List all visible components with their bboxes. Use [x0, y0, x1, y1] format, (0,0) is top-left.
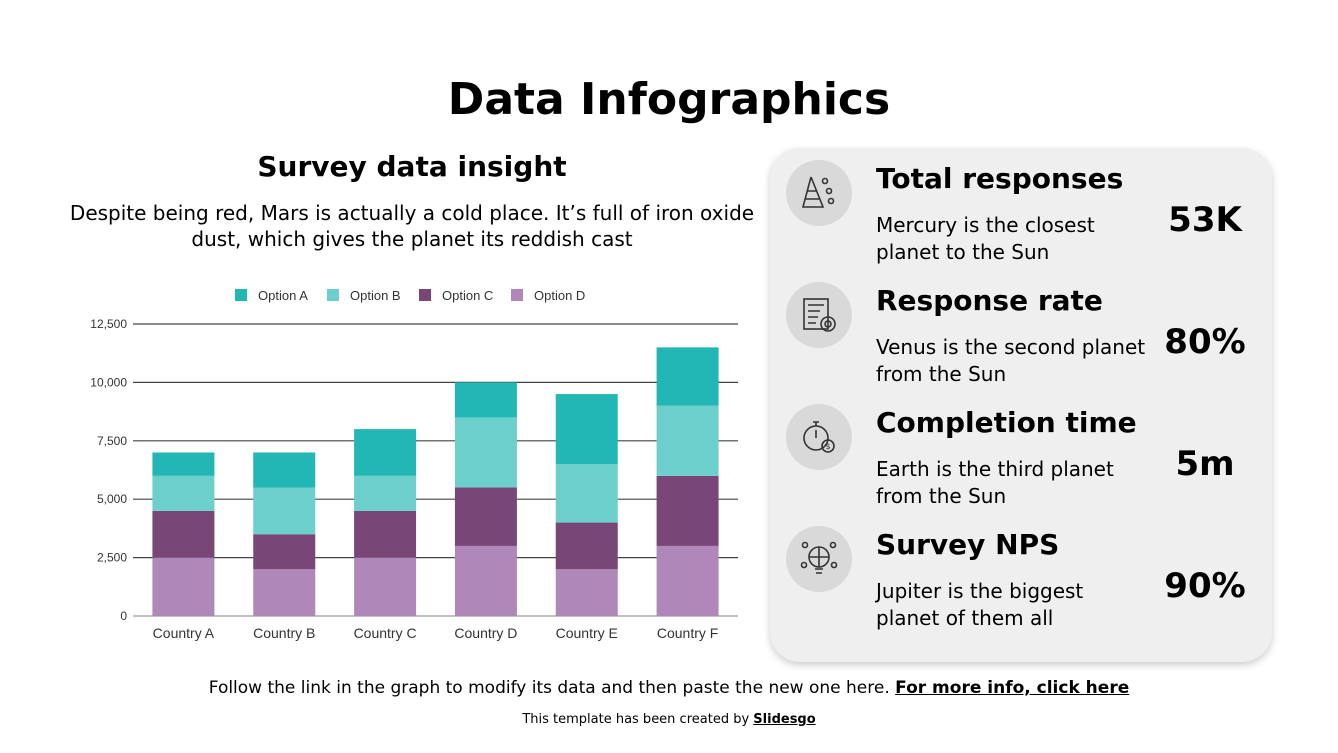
x-tick-label: Country C	[354, 625, 417, 641]
x-tick-label: Country E	[556, 625, 618, 641]
y-tick-label: 7,500	[97, 434, 127, 448]
x-tick-label: Country D	[454, 625, 517, 641]
bar-segment	[555, 394, 618, 465]
stat-completion-time: $ Completion time Earth is the third pla…	[770, 392, 1272, 514]
y-tick-label: 12,500	[90, 317, 127, 331]
bar-segment	[152, 452, 215, 476]
stat-description: Mercury is the closest planet to the Sun	[876, 213, 1095, 264]
bar-segment	[454, 382, 517, 418]
bar-segment	[656, 545, 719, 616]
x-tick-label: Country B	[253, 625, 315, 641]
stat-heading: Total responses	[876, 162, 1124, 195]
bar-segment	[454, 487, 517, 546]
bar-segment	[253, 487, 316, 535]
stat-value: 80%	[1164, 322, 1246, 362]
bar-segment	[354, 557, 417, 616]
y-tick-label: 5,000	[97, 492, 127, 506]
bar-segment	[354, 429, 417, 476]
bar-segment	[253, 569, 316, 616]
y-tick-label: 10,000	[90, 375, 127, 389]
bar-segment	[555, 464, 618, 523]
stat-description: Jupiter is the biggest planet of them al…	[876, 579, 1084, 630]
pyramid-users-icon	[786, 160, 852, 226]
y-tick-label: 0	[120, 609, 127, 623]
legend-label: Option A	[258, 288, 308, 303]
page-title: Data Infographics	[447, 74, 891, 125]
stat-heading: Completion time	[876, 406, 1137, 439]
x-tick-label: Country A	[153, 625, 215, 641]
credit: This template has been created by Slides…	[0, 712, 1338, 727]
bar-segment	[656, 405, 719, 476]
stopwatch-gear-icon: $	[786, 404, 852, 470]
stat-value: 90%	[1164, 566, 1246, 606]
bar-segment	[555, 569, 618, 616]
footer-text: Follow the link in the graph to modify i…	[208, 678, 896, 698]
bar-segment	[656, 347, 719, 406]
stat-survey-nps: Survey NPS Jupiter is the biggest planet…	[770, 514, 1272, 636]
bar-segment	[656, 475, 719, 546]
description: Despite being red, Mars is actually a co…	[69, 201, 755, 251]
svg-text:$: $	[826, 442, 831, 451]
lightbulb-network-icon	[786, 526, 852, 592]
stat-value: 53K	[1168, 200, 1242, 240]
stats-panel: Total responses Mercury is the closest p…	[770, 148, 1272, 662]
bar-segment	[454, 545, 517, 616]
legend-label: Option B	[350, 288, 401, 303]
bar-segment	[152, 510, 215, 558]
y-tick-label: 2,500	[97, 551, 127, 565]
legend-swatch	[327, 289, 339, 301]
stat-description: Venus is the second planet from the Sun	[876, 335, 1146, 386]
legend-swatch	[511, 289, 523, 301]
credit-text: This template has been created by	[522, 712, 754, 727]
x-tick-label: Country F	[657, 625, 718, 641]
stat-heading: Survey NPS	[876, 528, 1060, 561]
footer-note: Follow the link in the graph to modify i…	[0, 678, 1338, 698]
stat-heading: Response rate	[876, 284, 1103, 317]
more-info-link[interactable]: For more info, click here	[895, 678, 1130, 698]
stat-value: 5m	[1175, 444, 1235, 484]
legend-swatch	[235, 289, 247, 301]
legend-label: Option C	[442, 288, 493, 303]
bar-segment	[253, 452, 316, 488]
stacked-bar-chart[interactable]: 0 2,500 5,000 7,500 10,000 12,500 Country A Cou…	[80, 280, 750, 650]
bar-segment	[555, 522, 618, 570]
slidesgo-link[interactable]: Slidesgo	[753, 712, 816, 727]
bar-segment	[152, 475, 215, 511]
bar-segment	[454, 417, 517, 488]
stat-description: Earth is the third planet from the Sun	[876, 457, 1114, 508]
chart-subtitle: Survey data insight	[257, 150, 567, 183]
bar-segment	[354, 510, 417, 558]
stat-total-responses: Total responses Mercury is the closest p…	[770, 148, 1272, 270]
survey-target-icon	[786, 282, 852, 348]
legend-swatch	[419, 289, 431, 301]
bar-segment	[253, 534, 316, 570]
stat-response-rate: Response rate Venus is the second planet…	[770, 270, 1272, 392]
legend-label: Option D	[534, 288, 585, 303]
bar-segment	[152, 557, 215, 616]
bar-segment	[354, 475, 417, 511]
